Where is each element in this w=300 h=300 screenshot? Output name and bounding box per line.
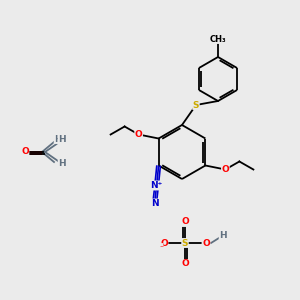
- Text: O: O: [221, 165, 229, 174]
- Text: O: O: [21, 148, 29, 157]
- Text: H: H: [58, 136, 66, 145]
- Text: O: O: [202, 238, 210, 247]
- Text: O: O: [181, 260, 189, 268]
- Text: CH₃: CH₃: [210, 34, 226, 43]
- Text: O: O: [181, 218, 189, 226]
- Text: O: O: [20, 148, 28, 157]
- Text: O: O: [135, 130, 142, 139]
- Text: S: S: [182, 238, 188, 247]
- Text: O: O: [160, 238, 168, 247]
- Text: H: H: [58, 160, 66, 169]
- Text: N: N: [151, 199, 158, 208]
- Text: ⁻: ⁻: [159, 244, 163, 253]
- Text: H: H: [219, 232, 227, 241]
- Text: S: S: [193, 100, 199, 109]
- Text: H: H: [54, 134, 62, 143]
- Text: N⁺: N⁺: [151, 181, 163, 190]
